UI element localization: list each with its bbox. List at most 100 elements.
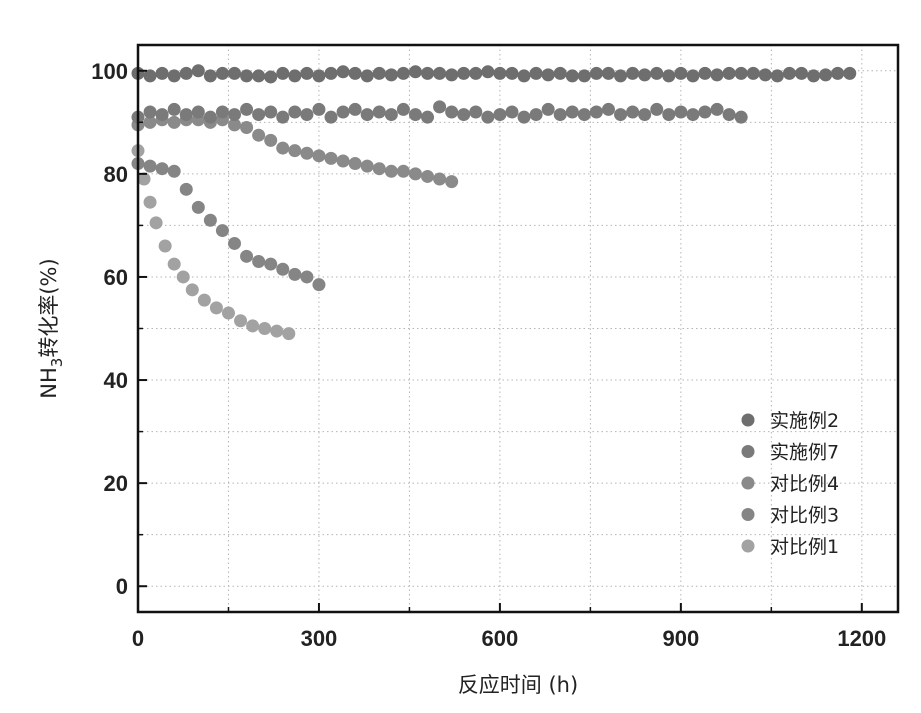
data-point	[698, 105, 712, 119]
data-point	[324, 110, 338, 124]
data-point	[176, 270, 190, 284]
data-point	[710, 102, 724, 116]
data-point	[601, 66, 615, 80]
y-tick-label: 40	[104, 368, 128, 393]
data-point	[228, 108, 242, 122]
data-point	[240, 120, 254, 134]
data-point	[360, 159, 374, 173]
data-point	[215, 66, 229, 80]
data-point	[312, 69, 326, 83]
data-point	[589, 105, 603, 119]
data-point	[191, 200, 205, 214]
legend-marker-1	[741, 413, 755, 427]
data-point	[264, 133, 278, 147]
data-point	[252, 69, 266, 83]
data-point	[686, 69, 700, 83]
y-axis-label-rest: 转化率(%)	[37, 258, 61, 357]
data-point	[185, 283, 199, 297]
data-point	[191, 105, 205, 119]
data-point	[722, 66, 736, 80]
data-point	[209, 301, 223, 315]
data-point	[191, 64, 205, 78]
data-point	[445, 105, 459, 119]
data-point	[421, 110, 435, 124]
data-point	[264, 257, 278, 271]
data-point	[650, 66, 664, 80]
data-point	[288, 105, 302, 119]
y-tick-label: 60	[104, 265, 128, 290]
data-point	[258, 322, 272, 335]
data-point	[372, 162, 386, 176]
data-point	[324, 66, 338, 80]
data-point	[626, 66, 640, 80]
data-point	[505, 66, 519, 80]
data-point	[433, 172, 447, 186]
data-point	[517, 110, 531, 124]
data-point	[505, 105, 519, 119]
data-point	[276, 141, 290, 155]
data-point	[577, 108, 591, 122]
data-point	[819, 68, 833, 82]
legend-marker-4	[741, 508, 755, 521]
data-point	[167, 115, 181, 129]
data-point	[638, 108, 652, 122]
data-point	[445, 175, 459, 189]
data-point	[589, 66, 603, 80]
x-tick-label: 300	[301, 626, 338, 651]
data-point	[469, 105, 483, 119]
legend-label-2: 实施例7	[770, 442, 839, 464]
data-point	[252, 254, 266, 268]
y-tick-label: 20	[104, 471, 128, 496]
data-point	[300, 146, 314, 160]
data-point	[240, 102, 254, 116]
legend-marker-5	[741, 539, 755, 553]
data-point	[433, 66, 447, 80]
data-point	[167, 102, 181, 116]
data-point	[638, 68, 652, 82]
y-tick-label: 80	[104, 162, 128, 187]
x-tick-label: 1200	[837, 626, 886, 651]
legend-label-1: 实施例2	[770, 410, 839, 432]
data-point	[282, 327, 296, 341]
data-point	[264, 70, 278, 84]
data-point	[529, 66, 543, 80]
x-axis-label: 反应时间 (h)	[458, 673, 578, 697]
data-point	[541, 68, 555, 82]
data-point	[686, 108, 700, 122]
data-point	[481, 65, 495, 79]
data-point	[228, 236, 242, 250]
series-2	[131, 100, 748, 124]
x-tick-label: 600	[482, 626, 519, 651]
data-point	[529, 108, 543, 122]
data-point	[831, 66, 845, 80]
data-point	[312, 102, 326, 116]
legend-label-3: 对比例4	[770, 473, 839, 495]
data-point	[240, 69, 254, 83]
data-point	[336, 65, 350, 79]
data-point	[155, 66, 169, 80]
data-point	[348, 102, 362, 116]
data-point	[457, 66, 471, 80]
data-point	[396, 66, 410, 80]
series-5	[131, 144, 296, 341]
data-point	[493, 108, 507, 122]
data-point	[493, 66, 507, 80]
data-point	[626, 105, 640, 119]
data-point	[734, 110, 748, 124]
data-point	[215, 105, 229, 119]
data-point	[746, 66, 760, 80]
data-point	[408, 108, 422, 122]
data-point	[565, 105, 579, 119]
data-point	[553, 108, 567, 122]
legend-label-4: 对比例3	[770, 505, 839, 527]
data-point	[445, 68, 459, 82]
data-point	[408, 167, 422, 181]
data-point	[276, 262, 290, 276]
data-point	[541, 102, 555, 116]
legend-marker-2	[741, 445, 755, 458]
data-point	[348, 157, 362, 171]
data-point	[143, 159, 157, 173]
data-point	[384, 68, 398, 82]
data-point	[240, 249, 254, 263]
